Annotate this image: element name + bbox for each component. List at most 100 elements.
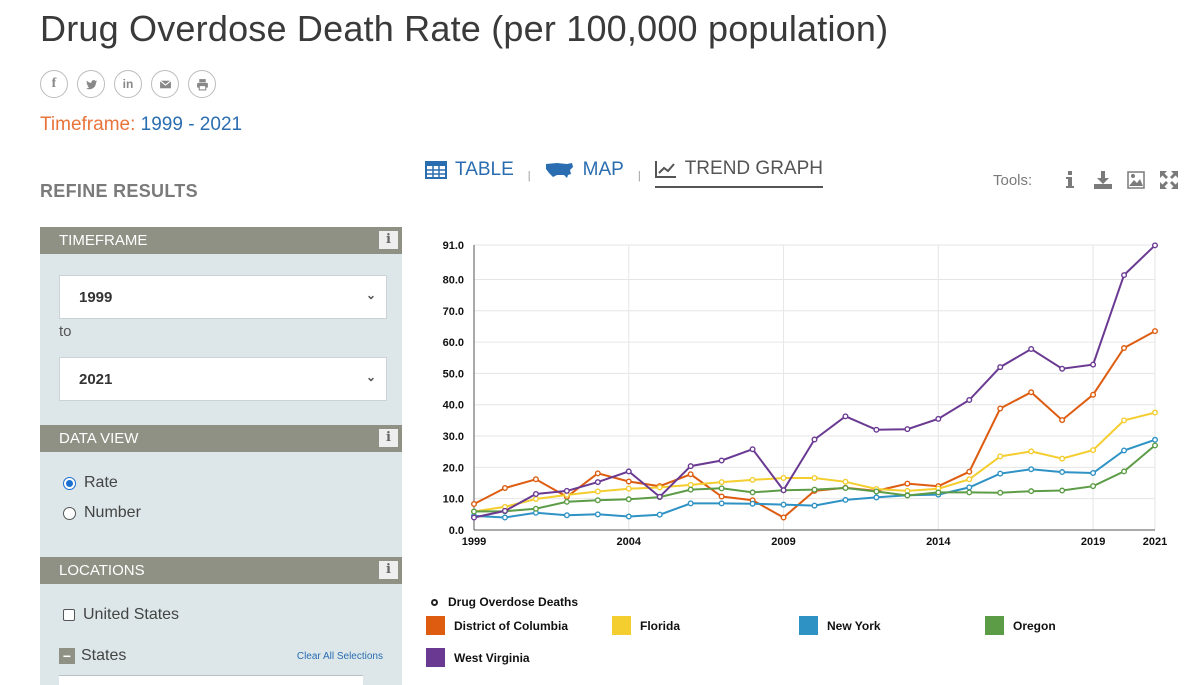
print-button[interactable] bbox=[188, 70, 216, 98]
data-point-florida bbox=[594, 488, 601, 495]
y-tick-label: 60.0 bbox=[443, 337, 464, 349]
states-list[interactable] bbox=[59, 675, 363, 685]
image-icon[interactable] bbox=[1125, 169, 1147, 191]
download-icon[interactable] bbox=[1092, 169, 1114, 191]
data-point-new-york bbox=[966, 484, 973, 491]
data-point-new-york bbox=[656, 511, 663, 518]
data-point-west-virginia bbox=[501, 507, 508, 514]
data-point-district-of-columbia bbox=[1059, 417, 1066, 424]
data-point-florida bbox=[842, 478, 849, 485]
twitter-share-button[interactable] bbox=[77, 70, 105, 98]
data-point-west-virginia bbox=[532, 490, 539, 497]
rate-radio[interactable] bbox=[63, 476, 76, 490]
data-view-rate-option[interactable]: Rate bbox=[63, 474, 118, 492]
view-tabs: TABLE | MAP | TREND GRAPH bbox=[425, 158, 823, 188]
data-point-district-of-columbia bbox=[1121, 345, 1128, 352]
data-point-west-virginia bbox=[471, 514, 478, 521]
data-point-district-of-columbia bbox=[1028, 389, 1035, 396]
twitter-icon bbox=[85, 79, 97, 89]
data-point-oregon bbox=[811, 486, 818, 493]
data-view-number-option[interactable]: Number bbox=[63, 504, 141, 522]
data-point-oregon bbox=[594, 497, 601, 504]
table-icon bbox=[425, 161, 447, 179]
data-point-new-york bbox=[780, 501, 787, 508]
data-point-florida bbox=[966, 476, 973, 483]
legend-swatch bbox=[612, 616, 631, 635]
data-point-new-york bbox=[1059, 469, 1066, 476]
data-point-west-virginia bbox=[842, 413, 849, 420]
locations-info-icon[interactable]: i bbox=[379, 561, 398, 579]
data-point-oregon bbox=[966, 489, 973, 496]
data-point-florida bbox=[656, 484, 663, 491]
data-point-oregon bbox=[1121, 468, 1128, 475]
legend-title-text: Drug Overdose Deaths bbox=[448, 595, 579, 609]
timeframe-to-select[interactable]: 2021 ⌄ bbox=[59, 357, 387, 401]
data-point-new-york bbox=[625, 513, 632, 520]
fullscreen-icon[interactable] bbox=[1158, 169, 1180, 191]
data-point-new-york bbox=[997, 470, 1004, 477]
data-point-new-york bbox=[563, 512, 570, 519]
legend-item-florida[interactable]: Florida bbox=[612, 616, 680, 635]
refine-sidebar: TIMEFRAME i 1999 ⌄ to 2021 ⌄ DATA VIEW i… bbox=[40, 227, 402, 685]
data-point-west-virginia bbox=[935, 415, 942, 422]
data-point-florida bbox=[532, 495, 539, 502]
united-states-option[interactable]: United States bbox=[63, 606, 179, 624]
y-tick-label: 10.0 bbox=[443, 494, 464, 506]
tab-trend-graph[interactable]: TREND GRAPH bbox=[654, 158, 823, 188]
tab-map[interactable]: MAP bbox=[545, 159, 624, 187]
timeframe-panel-title: TIMEFRAME bbox=[59, 232, 148, 249]
timeframe-info-icon[interactable]: i bbox=[379, 231, 398, 249]
data-point-florida bbox=[780, 475, 787, 482]
us-map-icon bbox=[545, 163, 573, 178]
data-point-oregon bbox=[1028, 488, 1035, 495]
info-icon[interactable] bbox=[1059, 169, 1081, 191]
legend-item-oregon[interactable]: Oregon bbox=[985, 616, 1056, 635]
tab-table[interactable]: TABLE bbox=[425, 159, 514, 187]
data-point-oregon bbox=[532, 505, 539, 512]
data-point-florida bbox=[997, 453, 1004, 460]
rate-radio-label: Rate bbox=[84, 474, 118, 491]
data-point-oregon bbox=[563, 498, 570, 505]
x-tick-label: 2009 bbox=[771, 536, 795, 548]
data-view-info-icon[interactable]: i bbox=[379, 429, 398, 447]
united-states-checkbox[interactable] bbox=[63, 609, 75, 621]
legend-label: West Virginia bbox=[454, 650, 530, 665]
data-point-west-virginia bbox=[594, 479, 601, 486]
united-states-label: United States bbox=[83, 606, 180, 623]
data-point-oregon bbox=[1090, 483, 1097, 490]
y-tick-label: 70.0 bbox=[443, 306, 464, 318]
collapse-icon[interactable]: − bbox=[59, 648, 75, 664]
data-point-district-of-columbia bbox=[687, 471, 694, 478]
linkedin-share-button[interactable]: in bbox=[114, 70, 142, 98]
clear-all-selections-link[interactable]: Clear All Selections bbox=[296, 650, 383, 662]
timeframe-from-select[interactable]: 1999 ⌄ bbox=[59, 275, 387, 319]
data-view-panel-header: DATA VIEW i bbox=[40, 425, 402, 452]
x-tick-label: 2019 bbox=[1081, 536, 1105, 548]
data-point-district-of-columbia bbox=[1090, 391, 1097, 398]
data-point-florida bbox=[687, 481, 694, 488]
data-point-district-of-columbia bbox=[594, 470, 601, 477]
timeframe-panel-header: TIMEFRAME i bbox=[40, 227, 402, 254]
chevron-down-icon: ⌄ bbox=[365, 288, 376, 302]
data-point-oregon bbox=[1059, 487, 1066, 494]
refine-results-heading: REFINE RESULTS bbox=[40, 181, 198, 201]
data-point-west-virginia bbox=[718, 457, 725, 464]
legend-item-west-virginia[interactable]: West Virginia bbox=[426, 648, 530, 667]
email-share-button[interactable] bbox=[151, 70, 179, 98]
legend-swatch bbox=[985, 616, 1004, 635]
y-tick-label: 20.0 bbox=[443, 462, 464, 474]
chevron-down-icon: ⌄ bbox=[365, 370, 376, 384]
data-point-district-of-columbia bbox=[532, 476, 539, 483]
trend-line-chart: 0.0 10.0 20.0 30.0 40.0 50.0 60.0 70.0 80.0 91.0 1… bbox=[443, 240, 1168, 548]
locations-panel-title: LOCATIONS bbox=[59, 562, 145, 579]
legend-swatch bbox=[799, 616, 818, 635]
number-radio[interactable] bbox=[63, 506, 76, 520]
legend-label: District of Columbia bbox=[454, 618, 569, 633]
facebook-share-button[interactable]: f bbox=[40, 70, 68, 98]
data-point-oregon bbox=[904, 492, 911, 499]
legend-item-district-of-columbia[interactable]: District of Columbia bbox=[426, 616, 568, 635]
x-tick-label: 2014 bbox=[926, 536, 951, 548]
data-point-district-of-columbia bbox=[780, 514, 787, 521]
legend-item-new-york[interactable]: New York bbox=[799, 616, 881, 635]
linkedin-icon: in bbox=[122, 77, 134, 91]
